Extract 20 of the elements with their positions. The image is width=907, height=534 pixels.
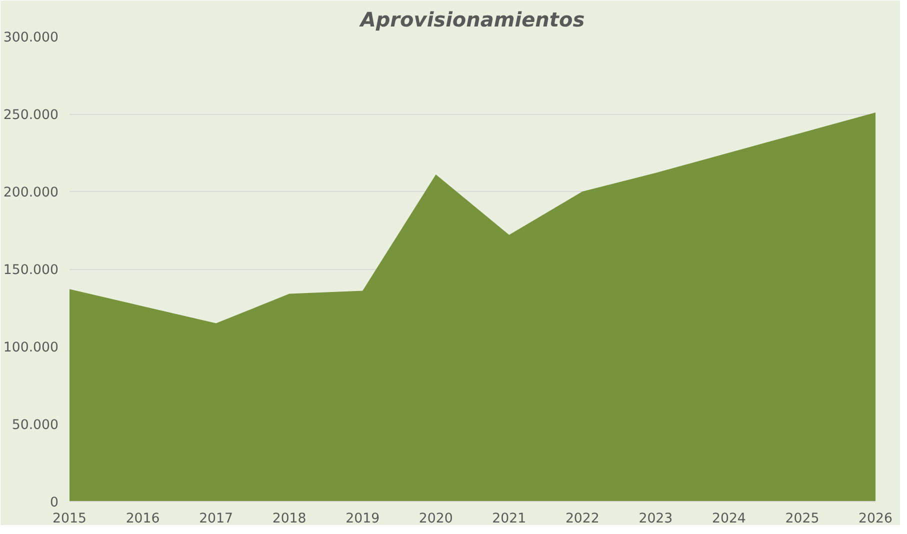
x-tick-label: 2016 <box>126 512 160 526</box>
y-tick-label: 250.000 <box>3 108 59 123</box>
x-tick-label: 2021 <box>492 512 526 526</box>
y-tick-label: 150.000 <box>3 263 59 278</box>
x-tick-label: 2017 <box>199 512 234 526</box>
x-tick-label: 2025 <box>785 512 820 526</box>
y-tick-label: 100.000 <box>3 340 59 356</box>
x-tick-label: 2022 <box>565 512 600 526</box>
x-tick-label: 2015 <box>52 512 86 526</box>
x-tick-label: 2026 <box>858 512 892 526</box>
y-tick-label: 300.000 <box>3 30 59 46</box>
x-tick-label: 2018 <box>272 512 306 526</box>
x-tick-label: 2020 <box>418 512 453 526</box>
y-tick-label: 200.000 <box>3 186 59 200</box>
y-tick-label: 0 <box>50 496 59 510</box>
x-tick-label: 2024 <box>712 512 746 526</box>
y-tick-label: 50.000 <box>12 418 59 433</box>
chart-title: Aprovisionamientos <box>358 8 585 32</box>
x-tick-label: 2023 <box>638 512 673 526</box>
x-tick-label: 2019 <box>346 512 380 526</box>
